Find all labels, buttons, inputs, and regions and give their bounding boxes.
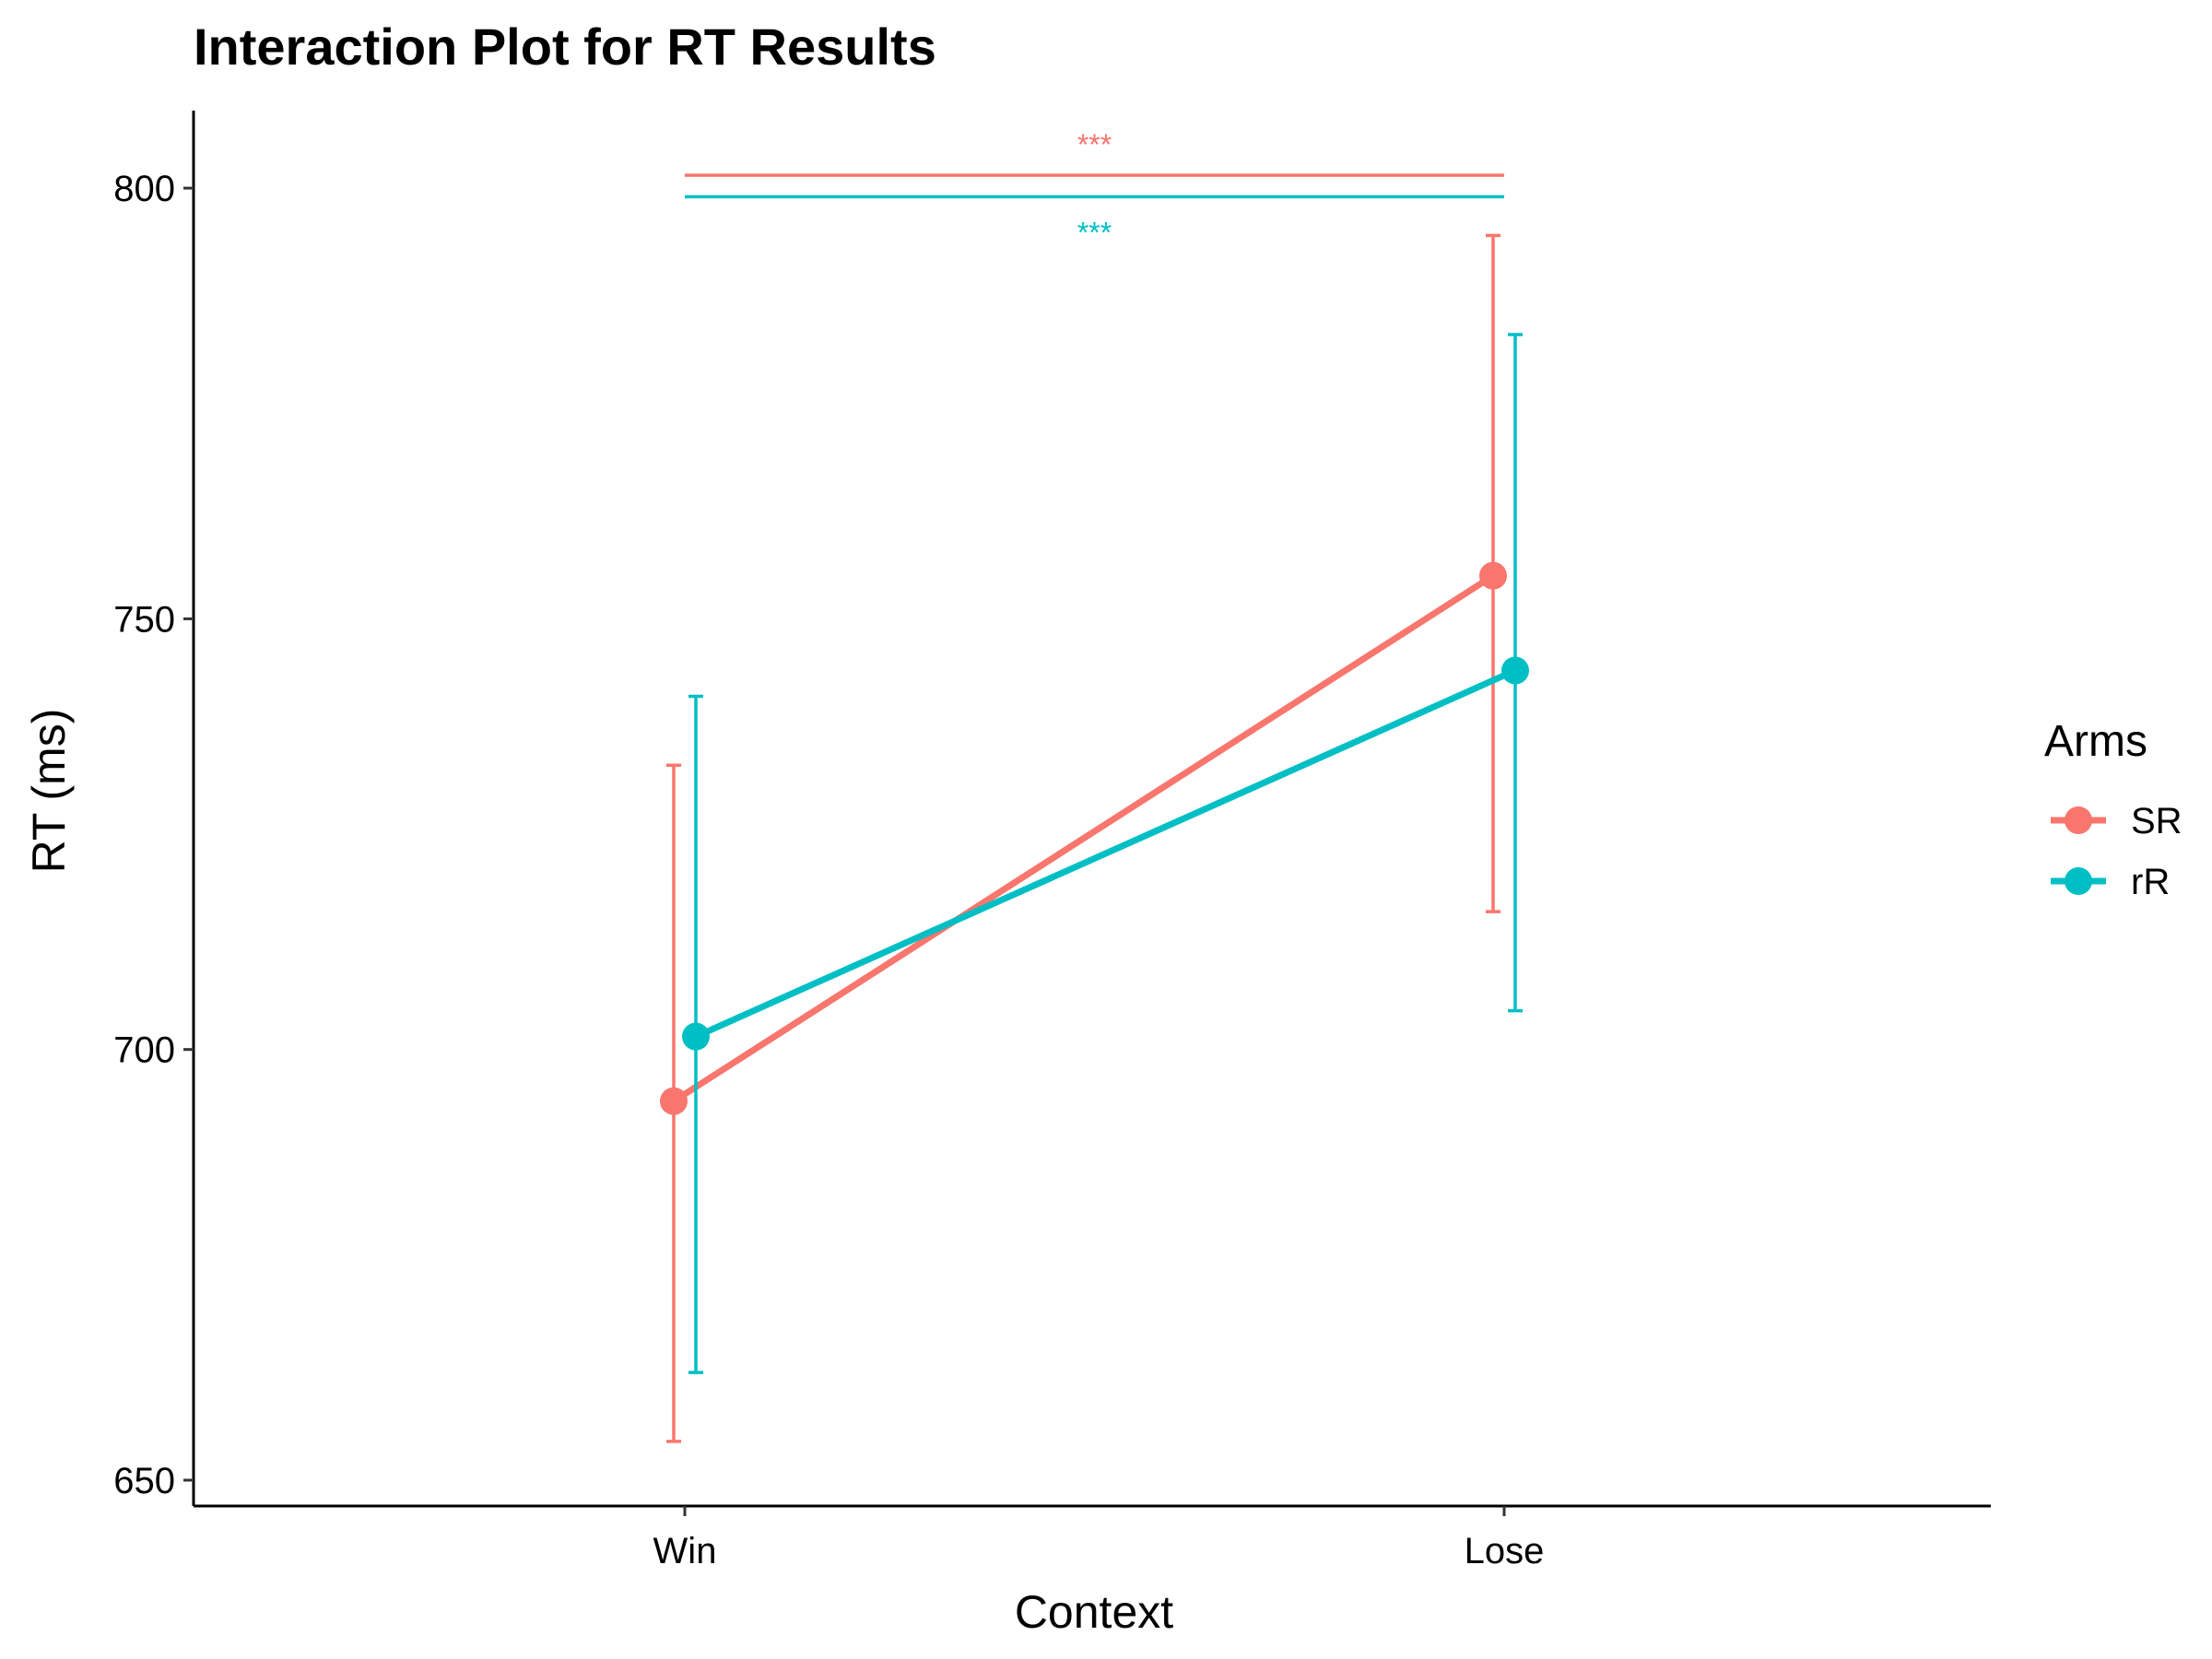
y-tick-label: 800 (113, 169, 175, 209)
y-tick-label: 700 (113, 1030, 175, 1071)
data-point-rR-Lose (1501, 656, 1529, 685)
significance-label-rR: *** (1077, 216, 1112, 249)
legend-label-rR: rR (2131, 862, 2170, 902)
x-tick-label: Lose (1465, 1531, 1545, 1571)
y-tick-label: 650 (113, 1461, 175, 1501)
series-rR (682, 333, 1529, 1374)
significance-annotations: *** *** (685, 128, 1504, 249)
legend: Arms SR rR (2044, 717, 2183, 902)
chart-title: Interaction Plot for RT Results (194, 18, 936, 76)
series-line-rR (694, 667, 1517, 1040)
data-point-SR-Win (660, 1087, 688, 1115)
legend-marker-rR (2065, 867, 2092, 895)
data-point-SR-Lose (1479, 561, 1507, 590)
legend-marker-SR (2065, 806, 2092, 834)
legend-title: Arms (2044, 717, 2147, 766)
series-line-SR (672, 572, 1495, 1104)
legend-key-rR: rR (2051, 862, 2170, 902)
axes: 650 700 750 800 Win Lose (113, 111, 1991, 1571)
y-tick-label: 750 (113, 599, 175, 640)
x-tick-label: Win (653, 1531, 717, 1571)
legend-label-SR: SR (2131, 801, 2183, 841)
legend-key-SR: SR (2051, 801, 2183, 841)
significance-label-SR: *** (1077, 128, 1112, 161)
series-SR (660, 233, 1507, 1443)
y-axis-label: RT (ms) (23, 709, 75, 874)
series-layer (660, 233, 1529, 1443)
data-point-rR-Win (682, 1022, 710, 1051)
x-axis-label: Context (1015, 1586, 1173, 1638)
